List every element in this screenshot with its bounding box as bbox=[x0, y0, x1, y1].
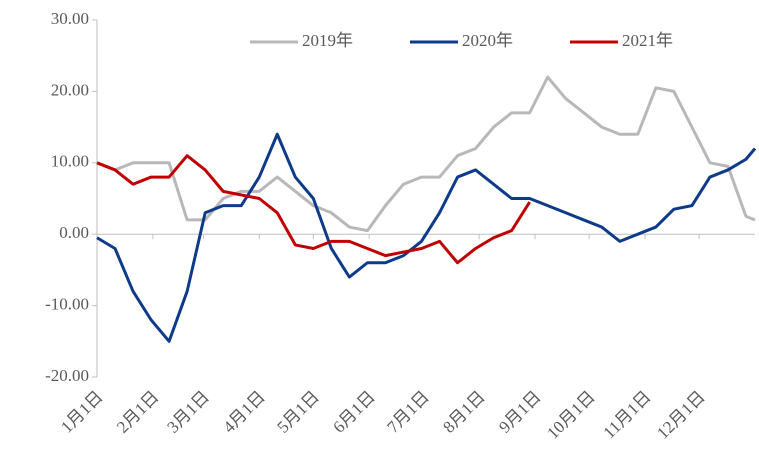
legend-label: 2020年 bbox=[462, 31, 513, 50]
legend-label: 2019年 bbox=[302, 31, 353, 50]
x-tick-label: 9月1日 bbox=[495, 387, 544, 436]
y-tick-label: 20.00 bbox=[51, 80, 89, 99]
x-tick-label: 12月1日 bbox=[653, 387, 709, 443]
y-tick-label: 0.00 bbox=[59, 223, 89, 242]
y-tick-label: 30.00 bbox=[51, 9, 89, 28]
y-tick-label: 10.00 bbox=[51, 152, 89, 171]
series-line bbox=[96, 132, 757, 343]
x-tick-label: 7月1日 bbox=[383, 387, 432, 436]
x-tick-label: 11月1日 bbox=[600, 387, 655, 442]
x-tick-label: 6月1日 bbox=[329, 387, 378, 436]
x-tick-label: 8月1日 bbox=[439, 387, 488, 436]
y-tick-label: -10.00 bbox=[45, 295, 89, 314]
x-tick-label: 1月1日 bbox=[57, 387, 106, 436]
series-line bbox=[96, 75, 756, 233]
legend-label: 2021年 bbox=[622, 31, 673, 50]
series-line bbox=[96, 154, 531, 265]
y-tick-label: -20.00 bbox=[45, 366, 89, 385]
x-tick-label: 4月1日 bbox=[219, 387, 268, 436]
x-tick-label: 2月1日 bbox=[113, 387, 162, 436]
x-tick-label: 10月1日 bbox=[543, 387, 599, 443]
x-tick-label: 5月1日 bbox=[273, 387, 322, 436]
x-tick-label: 3月1日 bbox=[163, 387, 212, 436]
